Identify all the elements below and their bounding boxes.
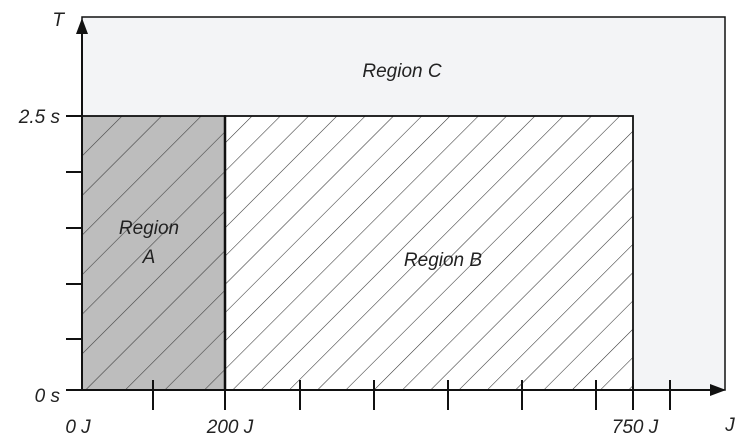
region-b-hatch	[225, 116, 633, 390]
region-b-label: Region B	[404, 250, 482, 271]
y-tick-label-top: 2.5 s	[18, 107, 61, 128]
region-a-hatch	[82, 116, 225, 390]
x-tick-label-zero: 0 J	[65, 417, 91, 438]
x-axis-label: J	[724, 415, 735, 436]
region-c-label: Region C	[362, 61, 441, 82]
y-axis-label: T	[52, 10, 65, 31]
x-ticks	[152, 380, 671, 410]
region-a-label-line1: Region	[119, 218, 179, 239]
x-tick-label-200: 200 J	[206, 417, 254, 438]
y-tick-label-zero: 0 s	[35, 386, 61, 407]
x-tick-label-750: 750 J	[612, 417, 659, 438]
y-ticks	[66, 115, 82, 391]
x-axis-arrow-icon	[710, 384, 726, 396]
region-a-label-line2: A	[142, 247, 156, 268]
y-axis-arrow-icon	[76, 18, 88, 34]
